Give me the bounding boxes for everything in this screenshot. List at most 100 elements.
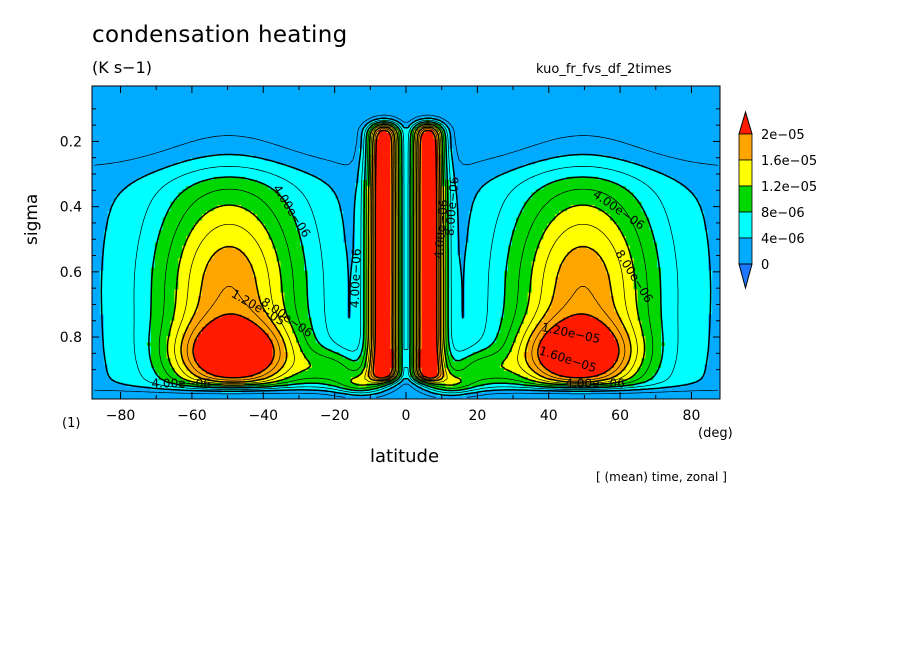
field-cell bbox=[637, 305, 662, 309]
field-cell bbox=[421, 239, 438, 244]
field-cell bbox=[661, 317, 709, 322]
field-cell bbox=[649, 226, 705, 231]
field-cell bbox=[547, 367, 611, 372]
field-cell bbox=[402, 317, 411, 322]
field-cell bbox=[413, 161, 419, 165]
field-cell bbox=[307, 361, 368, 366]
field-cell bbox=[621, 157, 720, 162]
field-cell bbox=[457, 233, 470, 237]
field-cell bbox=[657, 367, 705, 372]
field-cell bbox=[398, 167, 403, 172]
field-cell bbox=[92, 327, 105, 331]
field-cell bbox=[103, 314, 152, 319]
field-cell bbox=[150, 301, 176, 306]
field-cell bbox=[370, 333, 376, 337]
field-cell bbox=[166, 355, 183, 359]
field-cell bbox=[394, 333, 399, 337]
field-cell bbox=[370, 233, 376, 237]
field-cell bbox=[272, 242, 301, 247]
field-cell bbox=[296, 333, 317, 337]
field-cell bbox=[445, 342, 450, 347]
field-cell bbox=[413, 139, 419, 143]
field-cell bbox=[264, 226, 297, 231]
field-cell bbox=[296, 226, 344, 231]
field-cell bbox=[366, 358, 372, 363]
field-cell bbox=[449, 204, 458, 209]
field-cell bbox=[421, 339, 438, 344]
field-cell bbox=[288, 317, 313, 322]
field-cell bbox=[610, 214, 647, 219]
field-cell bbox=[457, 229, 470, 234]
field-cell bbox=[484, 183, 548, 187]
field-cell bbox=[107, 214, 168, 219]
field-cell bbox=[402, 330, 411, 334]
field-cell bbox=[307, 283, 348, 287]
field-cell bbox=[445, 364, 501, 369]
field-cell bbox=[468, 217, 517, 222]
field-cell bbox=[398, 367, 403, 372]
field-cell bbox=[445, 157, 454, 162]
field-cell bbox=[209, 261, 250, 266]
field-cell bbox=[197, 305, 262, 309]
field-cell bbox=[362, 283, 368, 287]
colorbar-label: 1.2e−05 bbox=[761, 180, 817, 195]
field-cell bbox=[625, 327, 643, 331]
field-cell bbox=[661, 361, 709, 366]
field-cell bbox=[374, 220, 391, 225]
field-cell bbox=[453, 173, 501, 178]
field-cell bbox=[555, 286, 611, 291]
field-cell bbox=[519, 323, 537, 328]
field-cell bbox=[327, 183, 356, 187]
field-cell bbox=[394, 295, 399, 300]
field-cell bbox=[92, 248, 105, 253]
field-cell bbox=[421, 330, 438, 334]
field-cell bbox=[527, 348, 541, 353]
field-cell bbox=[661, 267, 709, 272]
field-cell bbox=[103, 323, 152, 328]
field-cell bbox=[398, 198, 403, 203]
field-cell bbox=[351, 289, 364, 294]
field-cell bbox=[394, 348, 399, 353]
field-cell bbox=[449, 352, 474, 356]
x-axis: −80 −60 −40 −20 0 20 40 60 80 bbox=[106, 86, 700, 424]
field-cell bbox=[284, 377, 352, 381]
field-cell bbox=[296, 336, 317, 341]
field-cell bbox=[586, 245, 631, 250]
field-cell bbox=[559, 154, 607, 159]
field-cell bbox=[402, 226, 411, 231]
field-cell bbox=[370, 295, 376, 300]
field-cell bbox=[374, 295, 391, 300]
field-cell bbox=[197, 298, 262, 303]
field-cell bbox=[409, 364, 415, 369]
field-cell bbox=[394, 327, 399, 331]
field-cell bbox=[351, 377, 372, 381]
field-cell bbox=[633, 267, 662, 272]
field-cell bbox=[464, 258, 509, 262]
field-cell bbox=[445, 339, 450, 344]
field-cell bbox=[307, 298, 348, 303]
field-cell bbox=[543, 336, 615, 341]
field-cell bbox=[402, 170, 411, 175]
field-cell bbox=[374, 170, 391, 175]
field-cell bbox=[374, 179, 391, 184]
field-cell bbox=[476, 195, 533, 200]
field-cell bbox=[621, 229, 654, 234]
field-cell bbox=[398, 201, 403, 206]
field-cell bbox=[374, 239, 391, 244]
field-cell bbox=[504, 358, 529, 363]
field-cell bbox=[150, 295, 176, 300]
field-cell bbox=[370, 339, 376, 344]
field-cell bbox=[370, 226, 376, 231]
field-cell bbox=[539, 242, 627, 247]
field-cell bbox=[449, 298, 462, 303]
field-cell bbox=[445, 129, 450, 134]
field-cell bbox=[606, 267, 635, 272]
x-tick-label: −80 bbox=[106, 408, 136, 424]
field-cell bbox=[92, 179, 136, 184]
field-cell bbox=[347, 392, 376, 397]
field-cell bbox=[343, 220, 356, 225]
field-cell bbox=[194, 314, 223, 319]
field-cell bbox=[351, 292, 364, 297]
field-cell bbox=[288, 314, 309, 319]
field-cell bbox=[472, 201, 525, 206]
